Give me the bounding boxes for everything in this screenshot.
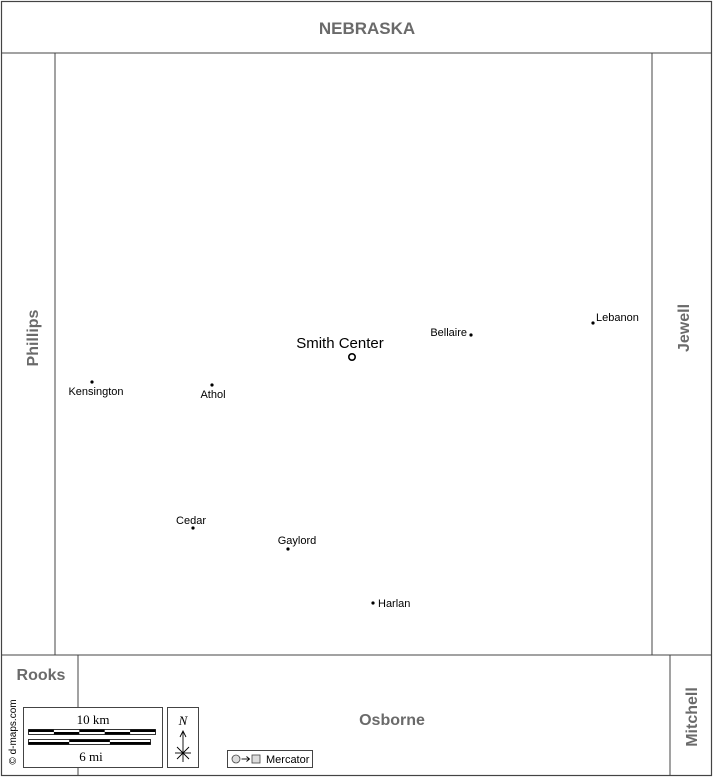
town-marker — [591, 321, 595, 325]
scale-km-bar — [28, 729, 156, 735]
north-arrow: N — [167, 707, 199, 768]
compass-rose-icon — [175, 729, 191, 762]
scale-bar-frame — [23, 707, 163, 768]
projection-label: Mercator — [266, 754, 310, 766]
town-kensington: Kensington — [68, 380, 124, 398]
town-lebanon: Lebanon — [591, 312, 639, 325]
town-marker — [90, 380, 94, 384]
town-label: Harlan — [378, 598, 410, 610]
town-marker — [210, 383, 214, 387]
north-label: N — [178, 713, 189, 728]
projection-frame — [227, 750, 313, 768]
scale-km-label: 10 km — [77, 712, 110, 727]
county-seat-marker — [347, 352, 356, 361]
scale-bar: 10 km 6 mi — [23, 707, 163, 768]
region-label-east: Jewell — [676, 304, 693, 352]
county-seat-label: Smith Center — [296, 335, 384, 352]
region-label-north: NEBRASKA — [319, 19, 415, 38]
town-label: Cedar — [176, 515, 206, 527]
town-marker — [191, 526, 195, 530]
town-marker — [286, 547, 290, 551]
town-label: Gaylord — [278, 535, 317, 547]
town-gaylord: Gaylord — [278, 535, 317, 551]
town-cedar: Cedar — [176, 515, 206, 530]
projection-icon — [231, 754, 261, 764]
region-label-southeast: Mitchell — [684, 687, 701, 747]
projection-badge: Mercator — [227, 750, 313, 768]
town-label: Kensington — [68, 386, 123, 398]
region-label-southwest: Rooks — [17, 667, 66, 684]
scale-mi-bar — [28, 739, 151, 745]
town-label: Athol — [200, 389, 225, 401]
region-label-west: Phillips — [25, 309, 42, 366]
town-marker — [371, 601, 375, 605]
town-marker — [469, 333, 473, 337]
town-athol: Athol — [200, 383, 226, 401]
town-harlan: Harlan — [371, 598, 410, 610]
town-label: Lebanon — [596, 312, 639, 324]
scale-mi-label: 6 mi — [79, 749, 103, 764]
town-label: Bellaire — [430, 327, 467, 339]
town-bellaire: Bellaire — [430, 327, 473, 339]
region-label-south: Osborne — [359, 712, 425, 729]
credit-label: © d-maps.com — [8, 699, 19, 764]
